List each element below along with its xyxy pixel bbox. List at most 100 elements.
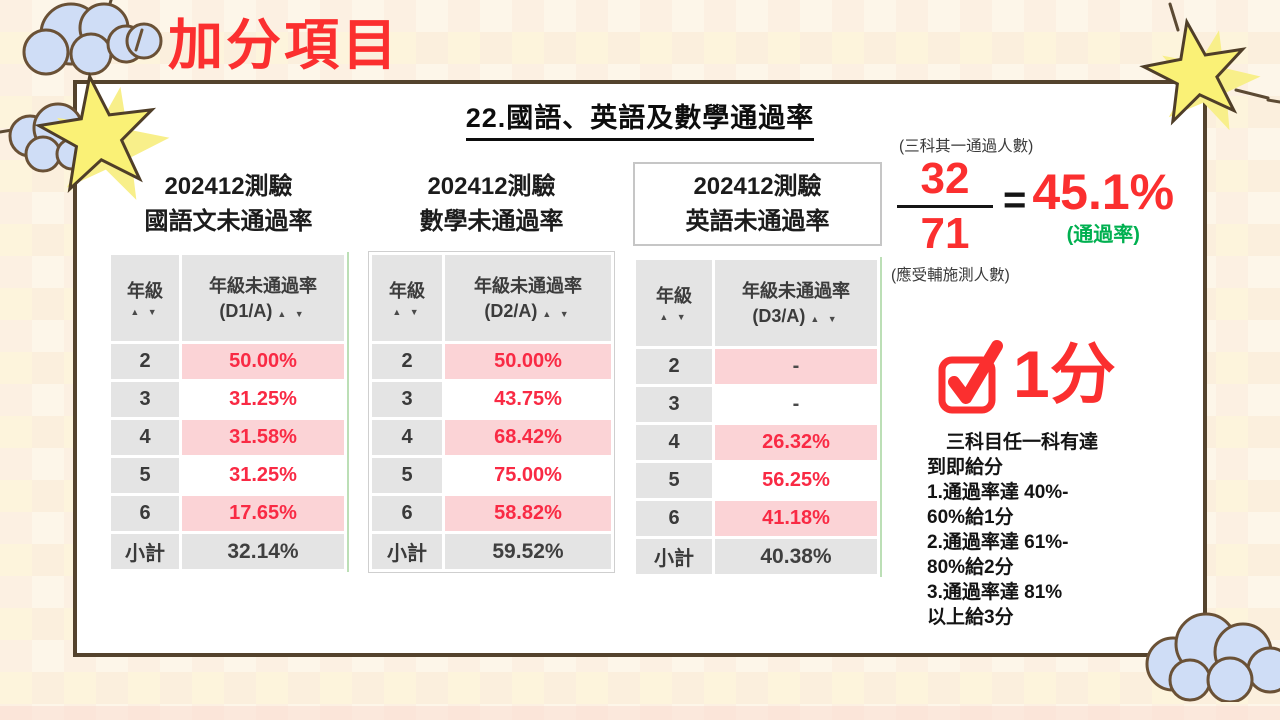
content-card: 22.國語、英語及數學通過率 202412測驗 國語文未通過率 年級 ▲ ▼ 年… [73, 80, 1207, 657]
equals-sign: = [1003, 178, 1027, 222]
rate-cell: 68.42% [445, 420, 611, 455]
criteria-line: 2.通過率達 61%- [927, 532, 1069, 553]
table-row: 3 31.25% [111, 382, 344, 417]
subtotal-row: 小計 32.14% [111, 534, 344, 569]
subtotal-row: 小計 59.52% [372, 534, 611, 569]
table-row: 2- [636, 349, 877, 384]
grade-cell: 4 [372, 420, 442, 455]
header-row: 年級 ▲ ▼ 年級未通過率 (D2/A) ▲ ▼ [372, 255, 611, 341]
page-title: 加分項目 [168, 14, 401, 76]
grade-cell: 4 [636, 425, 712, 460]
grade-cell: 5 [372, 458, 442, 493]
rate-cell: 41.18% [715, 501, 877, 536]
section-heading-wrap: 22.國語、英語及數學通過率 [77, 96, 1203, 141]
sort-arrows-icon: ▲ ▼ [277, 308, 307, 319]
grade-cell: 5 [111, 458, 179, 493]
denominator-label: (應受輔施測人數) [891, 267, 1010, 284]
header-grade: 年級 ▲ ▼ [636, 260, 712, 346]
top-right-decoration [1139, 2, 1280, 131]
star-icon [34, 72, 157, 193]
rate-table-chinese: 年級 ▲ ▼ 年級未通過率 (D1/A) ▲ ▼ 2 50.00% 3 31.25%… [108, 252, 349, 572]
criteria-line: 3.通過率達 81% [927, 582, 1063, 603]
rate-table-english: 年級 ▲ ▼ 年級未通過率 (D3/A) ▲ ▼ 2- 3- 4 26.32% 5… [633, 257, 882, 577]
pass-rate-result: 45.1% [1032, 164, 1175, 220]
star-icon [1139, 17, 1247, 126]
score-points: 1分 [1013, 337, 1116, 411]
header-grade: 年級 ▲ ▼ [372, 255, 442, 341]
top-left-decoration [0, 0, 170, 200]
table-row: 4 31.58% [111, 420, 344, 455]
table-row: 5 56.25% [636, 463, 877, 498]
fraction-numerator: 32 [920, 154, 970, 203]
sort-arrows-icon: ▲ ▼ [810, 313, 840, 324]
table-title-math: 202412測驗 數學未通過率 [369, 169, 614, 239]
subtotal-label: 小計 [372, 534, 442, 569]
rate-cell: - [715, 387, 877, 422]
table-row: 5 75.00% [372, 458, 611, 493]
header-rate: 年級未通過率 (D3/A) ▲ ▼ [715, 260, 877, 346]
table-block-chinese: 202412測驗 國語文未通過率 年級 ▲ ▼ 年級未通過率 (D1/A) ▲ … [108, 169, 349, 572]
table-row: 6 58.82% [372, 496, 611, 531]
table-row: 2 50.00% [372, 344, 611, 379]
checkbox-checked-icon [938, 340, 1003, 414]
fraction-denominator: 71 [920, 209, 970, 258]
header-row: 年級 ▲ ▼ 年級未通過率 (D3/A) ▲ ▼ [636, 260, 877, 346]
cloud-icon [22, 2, 163, 76]
table-title-chinese: 202412測驗 國語文未通過率 [108, 169, 349, 239]
criteria-line: 80%給2分 [927, 557, 1014, 578]
table-title-line2: 英語未通過率 [685, 208, 830, 235]
grade-cell: 5 [636, 463, 712, 498]
criteria-line: 以上給3分 [927, 607, 1014, 628]
rate-cell: 50.00% [445, 344, 611, 379]
rate-cell: 31.25% [182, 382, 344, 417]
grade-cell: 3 [636, 387, 712, 422]
subtotal-value: 32.14% [182, 534, 344, 569]
rate-cell: 26.32% [715, 425, 877, 460]
rate-cell: 17.65% [182, 496, 344, 531]
rate-cell: 56.25% [715, 463, 877, 498]
grade-cell: 3 [372, 382, 442, 417]
sort-arrows-icon: ▲ ▼ [542, 308, 572, 319]
rate-cell: 31.58% [182, 420, 344, 455]
table-title-line1: 202412測驗 [693, 173, 822, 200]
rate-cell: 43.75% [445, 382, 611, 417]
scoring-criteria: 三科目任一科有達 到即給分 1.通過率達 40%- 60%給1分 2.通過率達 … [927, 430, 1222, 630]
rate-cell: 31.25% [182, 458, 344, 493]
table-title-line1: 202412測驗 [427, 173, 556, 200]
subtotal-label: 小計 [636, 539, 712, 574]
table-row: 2 50.00% [111, 344, 344, 379]
subtotal-label: 小計 [111, 534, 179, 569]
header-row: 年級 ▲ ▼ 年級未通過率 (D1/A) ▲ ▼ [111, 255, 344, 341]
grade-cell: 2 [111, 344, 179, 379]
table-row: 4 68.42% [372, 420, 611, 455]
header-rate: 年級未通過率 (D1/A) ▲ ▼ [182, 255, 344, 341]
bottom-right-decoration [1145, 612, 1280, 702]
table-row: 5 31.25% [111, 458, 344, 493]
grade-cell: 6 [636, 501, 712, 536]
rate-cell: - [715, 349, 877, 384]
pass-rate-label: (通過率) [1066, 224, 1140, 246]
header-grade: 年級 ▲ ▼ [111, 255, 179, 341]
fraction-bar [897, 205, 993, 208]
table-block-english: 202412測驗 英語未通過率 年級 ▲ ▼ 年級未通過率 (D3/A) ▲ ▼… [633, 162, 882, 577]
criteria-line: 1.通過率達 40%- [927, 482, 1069, 503]
rate-cell: 58.82% [445, 496, 611, 531]
table-row: 3 43.75% [372, 382, 611, 417]
table-block-math: 202412測驗 數學未通過率 年級 ▲ ▼ 年級未通過率 (D2/A) ▲ ▼… [369, 169, 614, 572]
table-row: 6 17.65% [111, 496, 344, 531]
grade-cell: 6 [111, 496, 179, 531]
fraction: 32 71 [889, 156, 1001, 257]
score-badge: 1分 [935, 334, 1116, 418]
rate-cell: 75.00% [445, 458, 611, 493]
criteria-line: 到即給分 [927, 457, 1004, 478]
table-row: 6 41.18% [636, 501, 877, 536]
table-title-line2: 國語文未通過率 [144, 208, 313, 235]
grade-cell: 6 [372, 496, 442, 531]
header-rate: 年級未通過率 (D2/A) ▲ ▼ [445, 255, 611, 341]
rate-table-math: 年級 ▲ ▼ 年級未通過率 (D2/A) ▲ ▼ 2 50.00% 3 43.75%… [369, 252, 614, 572]
sort-arrows-icon: ▲ ▼ [659, 311, 689, 322]
pass-rate-formula: (三科其一通過人數) 32 71 = 45.1% (通過率) (應受輔施測人數) [889, 134, 1234, 285]
criteria-line: 60%給1分 [927, 507, 1014, 528]
subtotal-value: 40.38% [715, 539, 877, 574]
table-title-english: 202412測驗 英語未通過率 [633, 162, 882, 246]
